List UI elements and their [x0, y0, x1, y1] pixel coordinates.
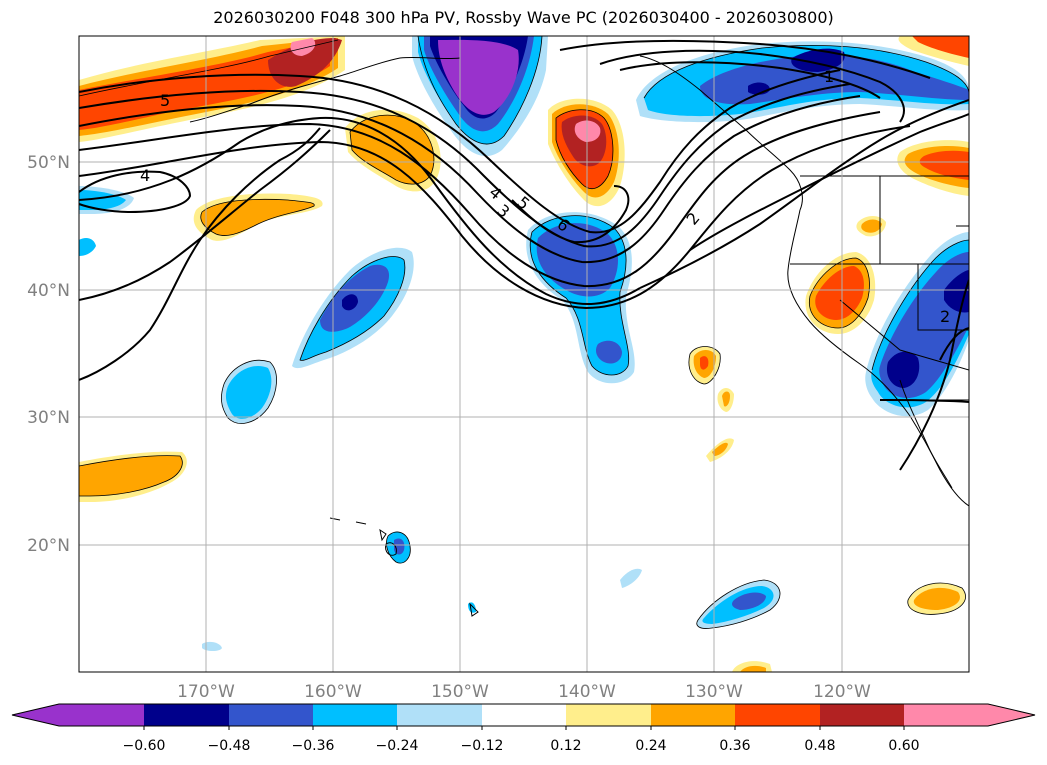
colorbar-cell-1	[144, 704, 229, 726]
colorbar: −0.60 −0.48 −0.36 −0.24 −0.12 0.12 0.24 …	[11, 703, 1036, 754]
colorbar-tick-label: 0.48	[804, 738, 835, 754]
colorbar-tick-label: 0.60	[888, 738, 919, 754]
map-frame	[78, 35, 970, 673]
gridlines	[79, 36, 969, 672]
shade-pos-bl-in	[79, 455, 183, 496]
colorbar-outline	[11, 703, 1036, 727]
shade-pos-corner-in	[912, 36, 969, 58]
colorbar-extend-right	[988, 704, 1035, 726]
contour-rt-outer	[559, 39, 931, 79]
shade-neg-mid-c	[596, 340, 622, 364]
colorbar-cell-5	[482, 704, 566, 726]
lat-axis-labels: 50°N 40°N 30°N 20°N	[27, 153, 70, 556]
colorbar-tick-label: 0.24	[635, 738, 666, 754]
lon-label: 150°W	[431, 682, 489, 702]
lon-label: 170°W	[177, 682, 235, 702]
contour-left-mid	[79, 129, 331, 301]
contour-2b	[899, 279, 969, 471]
shade-pos-west-coast-b	[815, 266, 864, 320]
contour-right-2	[639, 99, 969, 289]
lat-label: 30°N	[27, 408, 70, 428]
contour-6	[511, 185, 630, 244]
contour-right-1	[689, 113, 969, 251]
contour-1a	[79, 125, 911, 310]
shade-pos-right-b	[919, 150, 969, 180]
coast-baja	[899, 379, 953, 489]
shade-neg-left2	[79, 238, 96, 256]
shade-neg-right-c	[886, 351, 920, 388]
colorbar-tick-label: −0.48	[208, 738, 251, 754]
colorbar-cell-4	[397, 704, 482, 726]
colorbar-tick-label: −0.36	[292, 738, 335, 754]
lon-label: 130°W	[685, 682, 743, 702]
contour-label: 4	[140, 166, 150, 185]
colorbar-extend-left	[12, 704, 59, 726]
colorbar-cell-2	[229, 704, 313, 726]
coast-us-west	[787, 209, 969, 507]
shade-neg-streak-c	[342, 294, 358, 311]
shade-neg-dot2	[620, 568, 642, 588]
colorbar-cell-3	[313, 704, 397, 726]
shade-pos-band-peak	[290, 38, 316, 56]
lon-label: 160°W	[304, 682, 362, 702]
colorbar-cell-0	[59, 704, 144, 726]
contour-label: 2	[940, 307, 950, 326]
shade-neg-blob-2-b	[732, 592, 766, 610]
islands	[329, 517, 479, 617]
colorbar-tick-label: 0.36	[719, 738, 750, 754]
shade-pos-dot3-in	[712, 442, 728, 456]
shade-pos-br-in	[913, 587, 960, 610]
map-title: 2026030200 F048 300 hPa PV, Rossby Wave …	[213, 8, 834, 27]
lat-label: 20°N	[27, 536, 70, 556]
shade-pos-band-inner	[79, 40, 330, 130]
lon-label: 140°W	[558, 682, 616, 702]
contour-2c	[939, 327, 969, 361]
lat-label: 50°N	[27, 153, 70, 173]
shade-neg-blob-1-in	[225, 366, 272, 419]
shade-pos-bottom-in	[740, 665, 766, 672]
coast-alaska	[189, 56, 461, 123]
state-border-2	[839, 299, 969, 371]
colorbar-cell-8	[735, 704, 820, 726]
contour-5a	[79, 69, 841, 234]
contour-outer	[79, 116, 641, 305]
shade-pos-blob-2-d	[574, 120, 601, 142]
colorbar-tick-label: −0.12	[461, 738, 504, 754]
colorbar-tick-label: 0.12	[550, 738, 581, 754]
colorbar-tick-label: −0.24	[376, 738, 419, 754]
shade-pos-small-in	[861, 219, 882, 233]
contour-low	[879, 399, 969, 403]
colorbar-cell-10	[904, 704, 988, 726]
shade-neg-mid-b	[536, 223, 618, 297]
colorbar-tick-label: −0.60	[123, 738, 166, 754]
contour-left-4	[79, 170, 192, 214]
lon-axis-labels: 170°W 160°W 150°W 140°W 130°W 120°W	[177, 682, 871, 702]
shade-neg-dot1	[202, 641, 222, 651]
colorbar-cell-7	[651, 704, 735, 726]
map-area[interactable]	[79, 36, 969, 672]
contour-rt-inner	[619, 61, 881, 99]
contour-3a	[79, 95, 861, 264]
lon-label: 120°W	[813, 682, 871, 702]
colorbar-cell-6	[566, 704, 651, 726]
colorbar-cell-9	[820, 704, 904, 726]
contour-label: 5	[160, 91, 170, 110]
contour-rt-1	[599, 49, 905, 123]
lat-label: 40°N	[27, 281, 70, 301]
shade-pos-dot1-core	[700, 356, 709, 370]
shade-pos-dot2-in	[722, 391, 730, 407]
wave-contours	[79, 39, 969, 471]
contour-label: 1	[824, 67, 834, 86]
state-border-4	[917, 264, 969, 331]
shade-pos-streak-in	[200, 199, 315, 236]
shade-pos-blob-1-in	[350, 115, 434, 185]
